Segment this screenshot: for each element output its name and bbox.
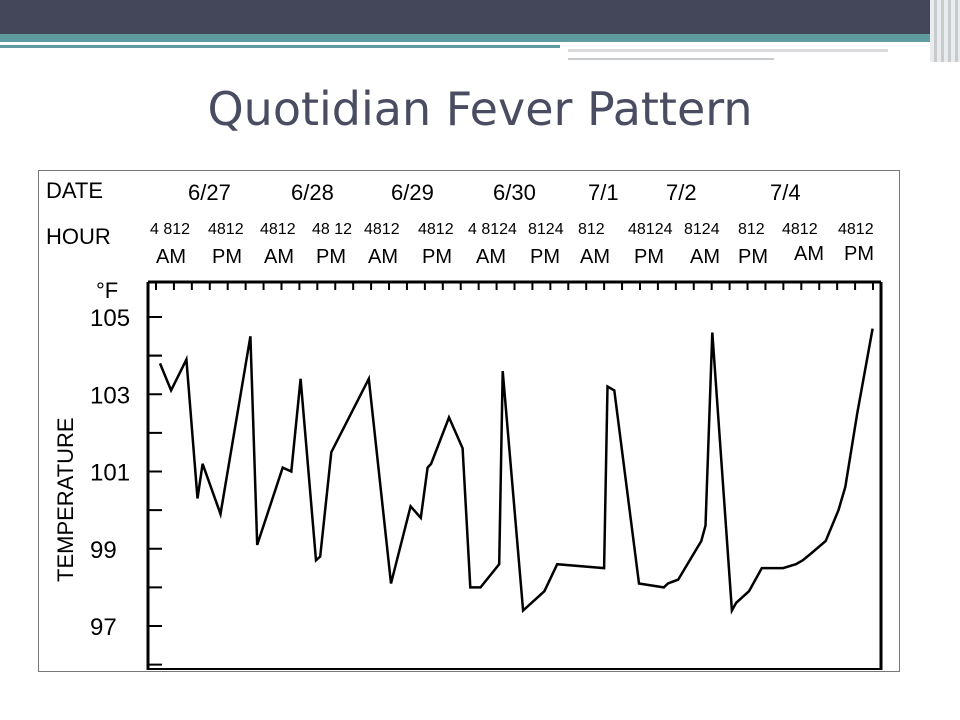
hour-label: 812	[738, 221, 765, 238]
ampm-label: AM	[690, 246, 720, 268]
ampm-label: AM	[368, 246, 398, 268]
hour-label: 8124	[684, 221, 720, 238]
hour-label: 4812	[782, 221, 818, 238]
chart-frame	[38, 170, 900, 672]
date-label: 6/28	[291, 180, 334, 205]
ampm-label: AM	[580, 246, 610, 268]
ampm-label: AM	[476, 246, 506, 268]
hour-label: 4812	[364, 221, 400, 238]
ampm-label: AM	[156, 246, 186, 268]
hour-label: 4812	[260, 221, 296, 238]
slide-title: Quotidian Fever Pattern	[207, 82, 753, 136]
hour-label: 4812	[838, 221, 874, 238]
ampm-label: PM	[422, 246, 452, 268]
y-axis-title: TEMPERATURE	[53, 417, 78, 582]
accent-line	[0, 45, 560, 48]
y-tick-label: 105	[90, 305, 130, 332]
date-label: 7/2	[666, 180, 697, 205]
corner-decoration	[930, 0, 960, 62]
ampm-label: PM	[212, 246, 242, 268]
y-tick-label: 99	[90, 537, 117, 564]
unit-label: °F	[96, 278, 118, 303]
y-tick-label: 97	[90, 614, 117, 641]
hour-label: 48 12	[312, 221, 352, 238]
date-row-label: DATE	[46, 178, 103, 203]
ampm-label: AM	[794, 243, 824, 265]
temperature-series-line	[158, 328, 874, 615]
hour-label: 8124	[528, 221, 564, 238]
ampm-label: PM	[634, 246, 664, 268]
hour-label: 4812	[418, 221, 454, 238]
y-tick-label: 101	[90, 460, 130, 487]
hour-label: 4 8124	[468, 221, 517, 238]
date-label: 7/4	[770, 180, 801, 205]
hour-label: 812	[578, 221, 605, 238]
hour-label: 48124	[628, 221, 673, 238]
date-label: 7/1	[588, 180, 619, 205]
ampm-label: AM	[264, 246, 294, 268]
ampm-label: PM	[316, 246, 346, 268]
header-bar	[0, 0, 960, 34]
ampm-label: PM	[738, 246, 768, 268]
accent-line-short	[568, 58, 774, 60]
date-label: 6/29	[391, 180, 434, 205]
hour-label: 4 812	[150, 221, 190, 238]
date-label: 6/30	[493, 180, 536, 205]
ampm-label: PM	[530, 246, 560, 268]
hour-label: 4812	[208, 221, 244, 238]
hour-row-label: HOUR	[46, 224, 111, 249]
accent-line-light	[568, 49, 888, 52]
y-tick-label: 103	[90, 382, 130, 409]
accent-stripe	[0, 34, 960, 42]
ampm-label: PM	[844, 243, 874, 265]
date-label: 6/27	[188, 180, 231, 205]
fever-chart: DATE HOUR °F 6/27 6/28 6/29 6/30 7/1 7/2 7/4 4 812…	[38, 170, 900, 672]
